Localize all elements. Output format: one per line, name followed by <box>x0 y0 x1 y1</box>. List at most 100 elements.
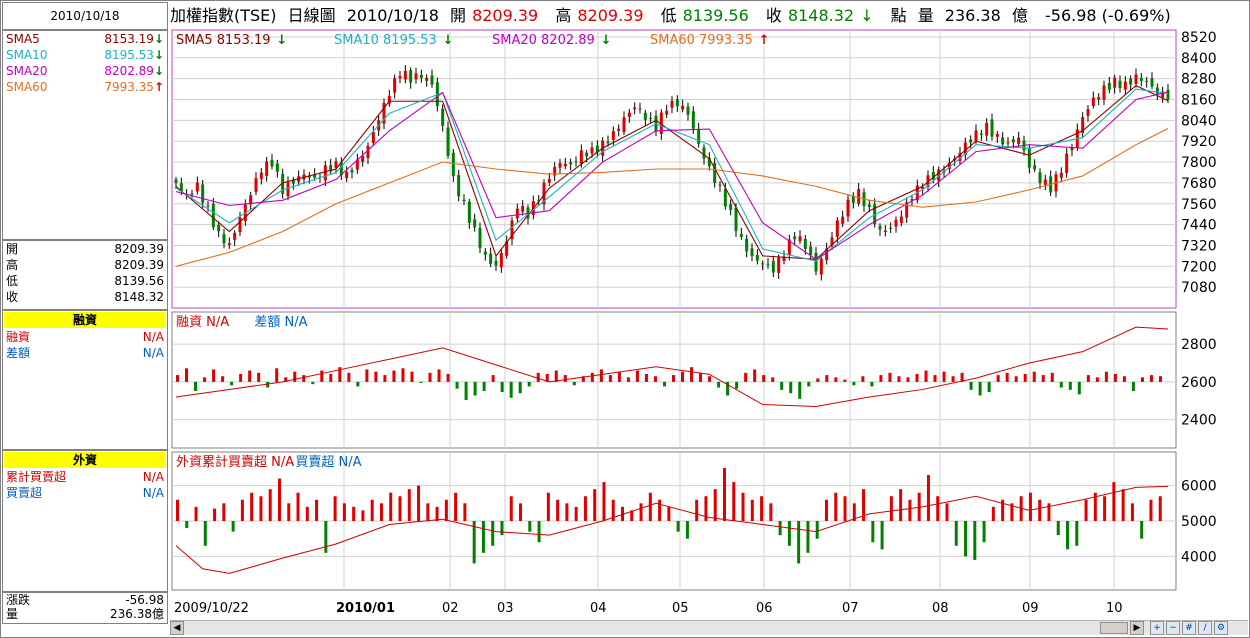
candle-body <box>307 175 311 178</box>
volume-value: 236.38 <box>944 6 1001 25</box>
candle-body <box>238 217 242 233</box>
candle-body <box>1118 80 1122 89</box>
y-tick-label: 7680 <box>1181 176 1217 192</box>
grid-icon[interactable]: # <box>1182 621 1196 635</box>
flow-bar <box>973 521 977 560</box>
flow-bar <box>302 375 306 382</box>
flow-bar <box>342 503 346 521</box>
change-value: -56.98 (-0.69%) <box>1044 6 1171 25</box>
scroll-left-button[interactable]: ◀ <box>170 621 184 635</box>
candle-body <box>899 216 903 223</box>
flow-bar <box>1010 503 1014 521</box>
flow-bar <box>500 381 504 393</box>
flow-bar <box>1158 496 1162 521</box>
candle-body <box>819 258 823 275</box>
zoom-in-icon[interactable]: + <box>1150 621 1164 635</box>
flow-bar <box>581 376 585 382</box>
candle-body <box>563 163 567 167</box>
flow-bar <box>374 371 378 382</box>
ohlc-panel: 開 8209.39 高 8209.39 低 8139.56 收 8148.32 <box>2 240 168 310</box>
flow-bar <box>722 467 726 521</box>
flow-bar <box>870 381 874 387</box>
candle-body <box>787 239 791 256</box>
flow-bar <box>825 375 829 382</box>
zoom-out-icon[interactable]: − <box>1166 621 1180 635</box>
volume-panel-label: 量 <box>6 607 19 621</box>
candle-body <box>825 248 829 261</box>
sma-row-sma20-label: SMA20 <box>6 64 48 78</box>
flow-bar <box>798 381 802 399</box>
flow-bar <box>287 503 291 521</box>
flow-bar <box>644 373 648 382</box>
candle-body <box>707 157 711 167</box>
flow-bar <box>1077 381 1081 395</box>
flow-bar <box>320 370 324 382</box>
candle-body <box>521 205 525 212</box>
candle-body <box>985 122 989 136</box>
flow-bar <box>626 377 630 382</box>
foreign-panel: 外資 累計買賣超 N/A 買賣超 N/A <box>2 450 168 592</box>
flow-bar <box>964 521 968 557</box>
candle-body <box>697 128 701 144</box>
candle-body <box>878 226 882 230</box>
header-date: 2010/10/18 <box>346 6 439 25</box>
candle-body <box>638 108 642 110</box>
flow-bar <box>1140 377 1144 382</box>
sma-row-sma5: SMA5 8153.19↓ <box>3 31 167 47</box>
margin-row-1-value: N/A <box>142 346 164 360</box>
header-low: 低 8139.56 <box>661 6 755 25</box>
time-scrollbar[interactable]: ◀ ▶ <box>170 620 1248 635</box>
flow-bar <box>806 521 810 553</box>
flow-bar <box>419 381 423 384</box>
candle-body <box>739 233 743 237</box>
x-tick-label: 07 <box>842 601 859 616</box>
flow-bar <box>954 521 958 546</box>
candle-body <box>222 234 226 244</box>
flow-bar <box>455 381 459 389</box>
candle-body <box>857 188 861 204</box>
candle-body <box>451 152 455 177</box>
legend-2-0: 外資累計買賣超 N/A <box>176 454 294 470</box>
candle-body <box>345 171 349 179</box>
candle-body <box>206 205 210 207</box>
settings-icon[interactable]: ⚙ <box>1214 621 1228 635</box>
period-label: 日線圖 <box>287 6 336 25</box>
flow-bar <box>537 521 541 543</box>
flow-bar <box>1084 499 1088 521</box>
flow-bar <box>481 521 485 553</box>
flow-bar <box>212 369 216 382</box>
candle-body <box>723 188 727 207</box>
candle-body <box>211 203 215 228</box>
candle-body <box>947 162 951 170</box>
scroll-right-button[interactable]: ▶ <box>1130 621 1144 635</box>
flow-bar <box>1001 499 1005 521</box>
candle-body <box>766 263 770 265</box>
flow-bar <box>266 381 270 388</box>
flow-bar <box>259 496 263 521</box>
candle-body <box>281 173 285 194</box>
sma10-line <box>175 88 1169 262</box>
candle-body <box>1027 148 1031 168</box>
flow-bar <box>284 377 288 382</box>
flow-bar <box>1103 496 1107 521</box>
candle-body <box>622 117 626 133</box>
candle-body <box>873 204 877 224</box>
sma-row-sma5-label: SMA5 <box>6 32 40 46</box>
y-tick-label: 8520 <box>1181 30 1217 46</box>
flow-bar <box>862 489 866 521</box>
sma-row-sma60-value: 7993.35↑ <box>104 80 164 94</box>
left-date: 2010/10/18 <box>50 9 120 23</box>
flow-bar <box>563 375 567 382</box>
foreign-row-0-value: N/A <box>142 470 164 484</box>
candle-body <box>659 112 663 134</box>
flow-bar <box>401 368 405 382</box>
scroll-thumb[interactable] <box>1100 622 1128 634</box>
flow-bar <box>807 381 811 387</box>
candle-body <box>1086 109 1090 116</box>
flow-bar <box>681 371 685 382</box>
draw-icon[interactable]: / <box>1198 621 1212 635</box>
flow-bar <box>509 381 513 398</box>
flow-bar <box>250 492 254 521</box>
legend-0-0: SMA5 8153.19 <box>176 33 271 48</box>
